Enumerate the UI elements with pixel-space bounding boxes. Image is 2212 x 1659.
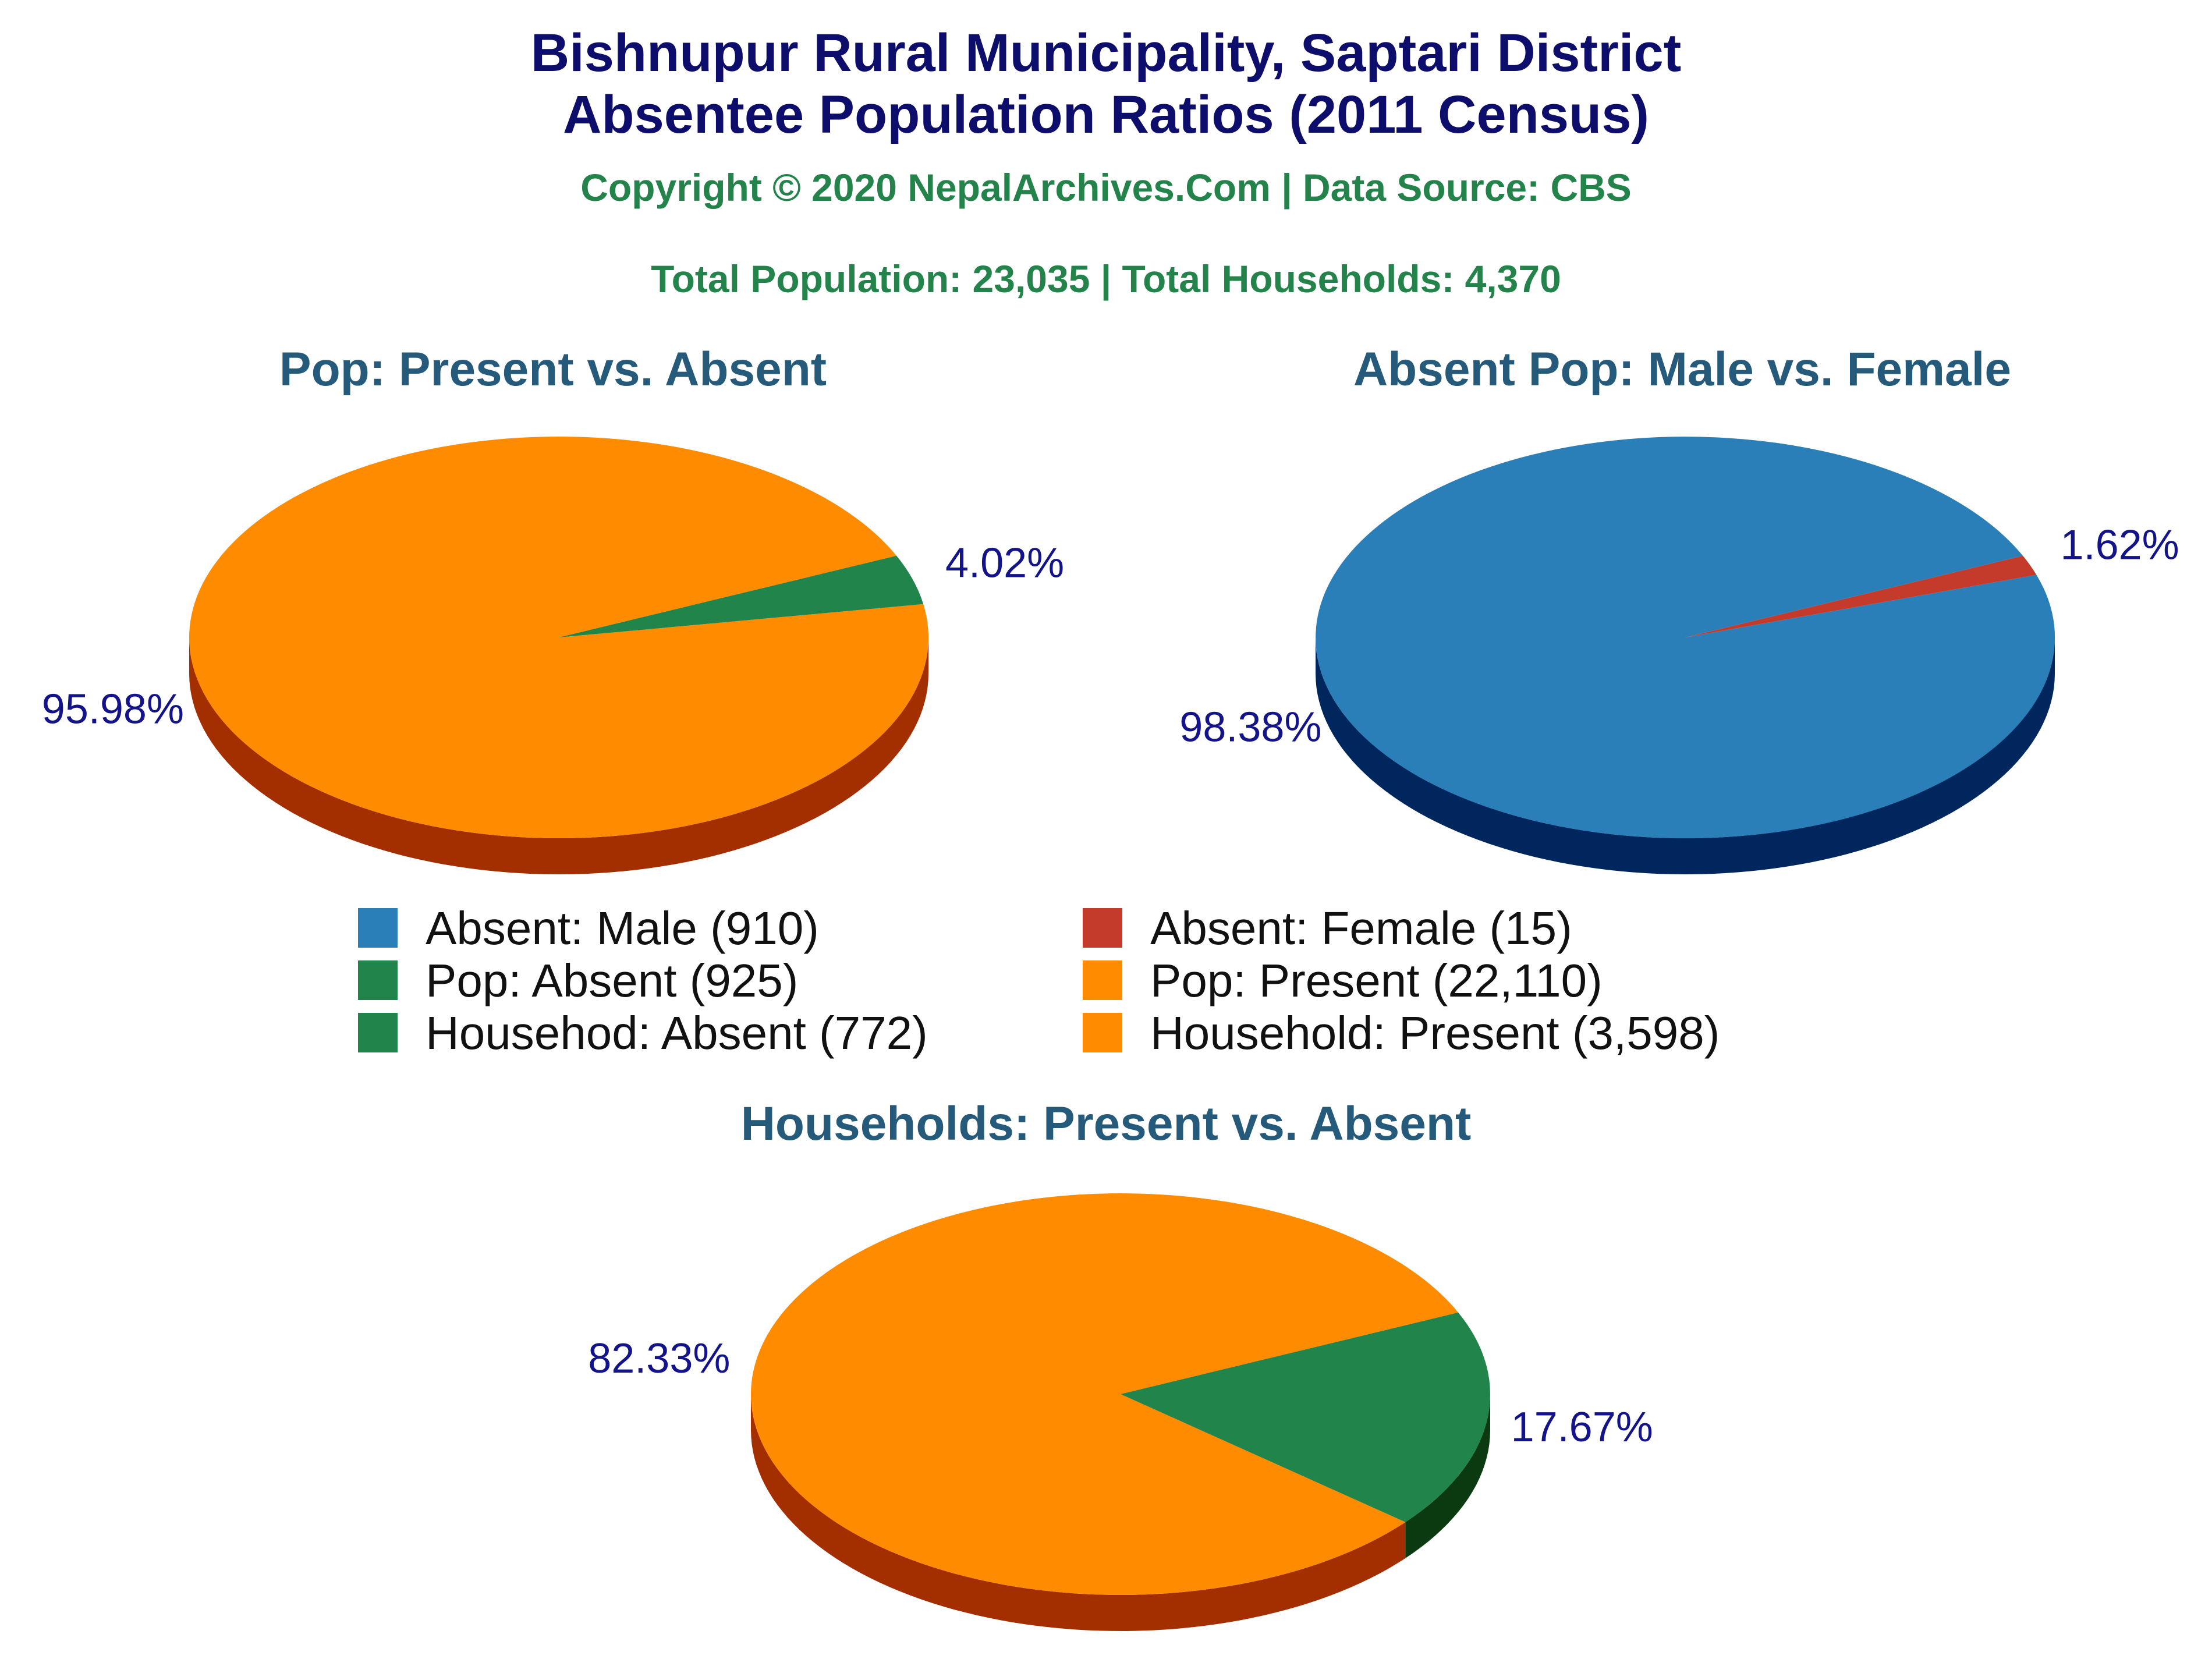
pie-title-households: Households: Present vs. Absent — [741, 1097, 1472, 1150]
pie-households: 82.33% 17.67% — [588, 1193, 1653, 1631]
pie-slice-househod-absent — [1121, 1312, 1490, 1522]
pie-slice-absent-male — [1316, 437, 2055, 839]
legend-label: Household: Present (3,598) — [1150, 1007, 1720, 1059]
pie-title-population: Pop: Present vs. Absent — [279, 343, 827, 396]
legend-swatch — [1083, 960, 1122, 1000]
totals-line: Total Population: 23,035 | Total Househo… — [651, 257, 1561, 302]
legend-swatch — [358, 1013, 398, 1052]
copyright-line: Copyright © 2020 NepalArchives.Com | Dat… — [580, 166, 1632, 210]
pie-slice-pop-present — [189, 437, 928, 839]
pie-slice-pop-absent — [559, 555, 924, 637]
legend-swatch — [1083, 1013, 1122, 1052]
pie-side-pop-present — [189, 637, 928, 874]
pie-side-household-present — [751, 1394, 1406, 1631]
pie-absent-gender: 98.38% 1.62% — [1179, 437, 2179, 874]
pie-percent-label: 4.02% — [945, 540, 1064, 587]
pie-percent-label: 98.38% — [1179, 704, 1321, 750]
legend-label: Pop: Absent (925) — [426, 955, 798, 1006]
pie-side-absent-male — [1316, 637, 2055, 874]
pie-slice-household-present — [750, 1193, 1459, 1596]
chart-title-line-1: Bishnupur Rural Municipality, Saptari Di… — [531, 23, 1682, 83]
chart-title-line-2: Absentee Population Ratios (2011 Census) — [563, 85, 1649, 144]
pie-side-househod-absent — [1405, 1394, 1490, 1558]
legend-swatch — [1083, 908, 1122, 948]
legend-label: Absent: Male (910) — [426, 902, 819, 954]
legend-label: Absent: Female (15) — [1150, 902, 1572, 954]
pie-percent-label: 1.62% — [2061, 522, 2179, 569]
legend-swatch — [358, 960, 398, 1000]
legend-swatch — [358, 908, 398, 948]
legend: Absent: Male (910) Absent: Female (15)Pop… — [358, 902, 1720, 1059]
pie-slice-absent-female — [1685, 555, 2037, 637]
legend-label: Pop: Present (22,110) — [1150, 955, 1603, 1006]
pie-percent-label: 17.67% — [1511, 1404, 1653, 1451]
pie-percent-label: 95.98% — [42, 686, 184, 732]
pie-population: 95.98% 4.02% — [42, 437, 1064, 874]
pie-title-absent-gender: Absent Pop: Male vs. Female — [1353, 343, 2011, 396]
legend-label: Househod: Absent (772) — [426, 1007, 928, 1059]
pie-percent-label: 82.33% — [588, 1335, 730, 1382]
